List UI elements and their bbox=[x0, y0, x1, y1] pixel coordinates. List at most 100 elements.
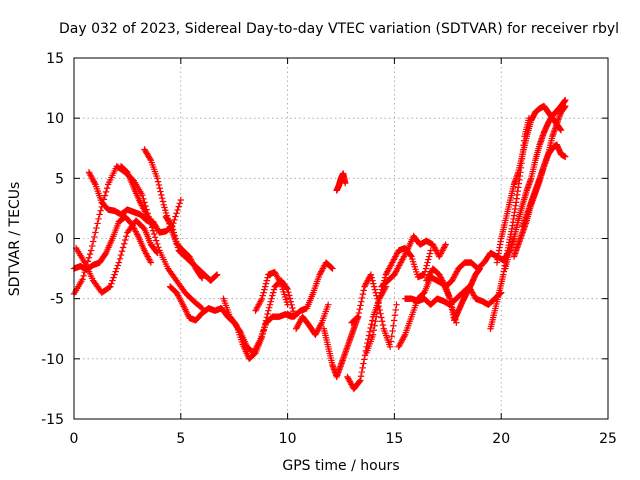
data-point bbox=[562, 96, 569, 104]
data-point bbox=[102, 188, 110, 196]
data-point bbox=[425, 256, 432, 263]
data-point bbox=[168, 222, 175, 229]
data-point bbox=[171, 232, 178, 239]
data-point bbox=[95, 215, 102, 223]
data-point bbox=[116, 255, 124, 263]
data-point bbox=[359, 290, 367, 298]
data-point bbox=[283, 284, 290, 292]
data-point bbox=[324, 301, 332, 308]
data-point bbox=[197, 304, 205, 311]
data-point bbox=[101, 192, 109, 199]
data-point bbox=[96, 211, 103, 218]
series-trace-14 bbox=[333, 170, 349, 194]
data-point bbox=[378, 318, 386, 325]
series-trace-18 bbox=[378, 232, 449, 290]
data-point bbox=[149, 223, 157, 230]
data-point bbox=[269, 292, 276, 299]
data-point bbox=[264, 310, 271, 318]
data-point bbox=[88, 242, 96, 250]
x-tick-label: 20 bbox=[492, 431, 510, 447]
data-point bbox=[370, 280, 377, 287]
data-point bbox=[139, 191, 146, 199]
data-point bbox=[123, 233, 130, 240]
x-tick-label: 5 bbox=[176, 431, 185, 447]
data-point bbox=[359, 364, 366, 372]
data-point bbox=[442, 241, 449, 248]
data-point bbox=[79, 276, 86, 283]
series-trace-22 bbox=[442, 265, 484, 324]
data-point bbox=[110, 274, 117, 281]
data-point bbox=[158, 194, 166, 202]
data-point bbox=[369, 277, 376, 284]
data-point bbox=[91, 233, 98, 241]
data-point bbox=[176, 200, 183, 207]
data-point bbox=[261, 286, 268, 293]
data-point bbox=[376, 295, 383, 302]
data-point bbox=[103, 184, 111, 192]
y-axis-label: SDTVAR / TECUs bbox=[7, 182, 23, 297]
data-point bbox=[117, 251, 125, 259]
y-tick-label: -15 bbox=[41, 412, 64, 428]
data-point bbox=[232, 320, 239, 328]
data-point bbox=[354, 313, 362, 320]
data-point bbox=[401, 333, 408, 340]
data-point bbox=[379, 321, 387, 329]
data-point bbox=[421, 268, 429, 275]
data-point bbox=[371, 286, 379, 293]
data-point bbox=[372, 318, 379, 325]
data-point bbox=[286, 295, 294, 302]
data-point bbox=[393, 301, 400, 308]
data-point bbox=[261, 320, 269, 328]
data-point bbox=[355, 309, 363, 317]
data-point bbox=[370, 327, 378, 334]
data-point bbox=[153, 248, 160, 256]
data-point bbox=[388, 333, 395, 340]
data-point bbox=[557, 127, 565, 134]
series-trace-12 bbox=[292, 301, 332, 338]
data-point bbox=[146, 155, 154, 163]
data-point bbox=[366, 328, 374, 335]
data-point bbox=[158, 191, 165, 199]
data-point bbox=[284, 301, 291, 308]
data-point bbox=[97, 207, 104, 214]
data-point bbox=[173, 241, 181, 248]
data-point bbox=[118, 248, 126, 255]
y-tick-label: 15 bbox=[46, 51, 64, 67]
data-point bbox=[269, 289, 277, 296]
data-point bbox=[154, 175, 161, 182]
data-point bbox=[367, 324, 374, 332]
data-point bbox=[427, 247, 434, 254]
data-point bbox=[329, 265, 336, 272]
data-point bbox=[476, 265, 484, 272]
data-point bbox=[174, 244, 182, 251]
data-point bbox=[562, 153, 569, 160]
data-point bbox=[169, 226, 177, 233]
data-point bbox=[262, 280, 270, 287]
series-trace-13 bbox=[320, 313, 362, 381]
data-point bbox=[407, 252, 414, 259]
series-trace-5 bbox=[117, 163, 157, 230]
data-point bbox=[92, 229, 99, 236]
data-point bbox=[120, 240, 128, 247]
data-point bbox=[213, 272, 220, 279]
data-point bbox=[174, 206, 181, 214]
data-point bbox=[111, 271, 118, 278]
data-point bbox=[87, 247, 95, 254]
series-trace-10 bbox=[252, 268, 291, 314]
data-point bbox=[259, 292, 266, 299]
x-tick-label: 10 bbox=[279, 431, 297, 447]
data-point bbox=[108, 280, 115, 287]
data-point bbox=[258, 295, 266, 302]
data-point bbox=[172, 235, 179, 242]
data-point bbox=[259, 330, 266, 338]
data-point bbox=[354, 314, 361, 321]
series-trace-27 bbox=[519, 102, 569, 230]
data-point bbox=[391, 312, 399, 319]
data-point bbox=[390, 317, 398, 324]
data-point bbox=[146, 257, 154, 265]
data-point bbox=[93, 224, 100, 232]
data-point bbox=[422, 265, 430, 272]
series-trace-25 bbox=[502, 96, 569, 272]
data-point bbox=[107, 283, 114, 290]
data-point bbox=[122, 236, 129, 244]
